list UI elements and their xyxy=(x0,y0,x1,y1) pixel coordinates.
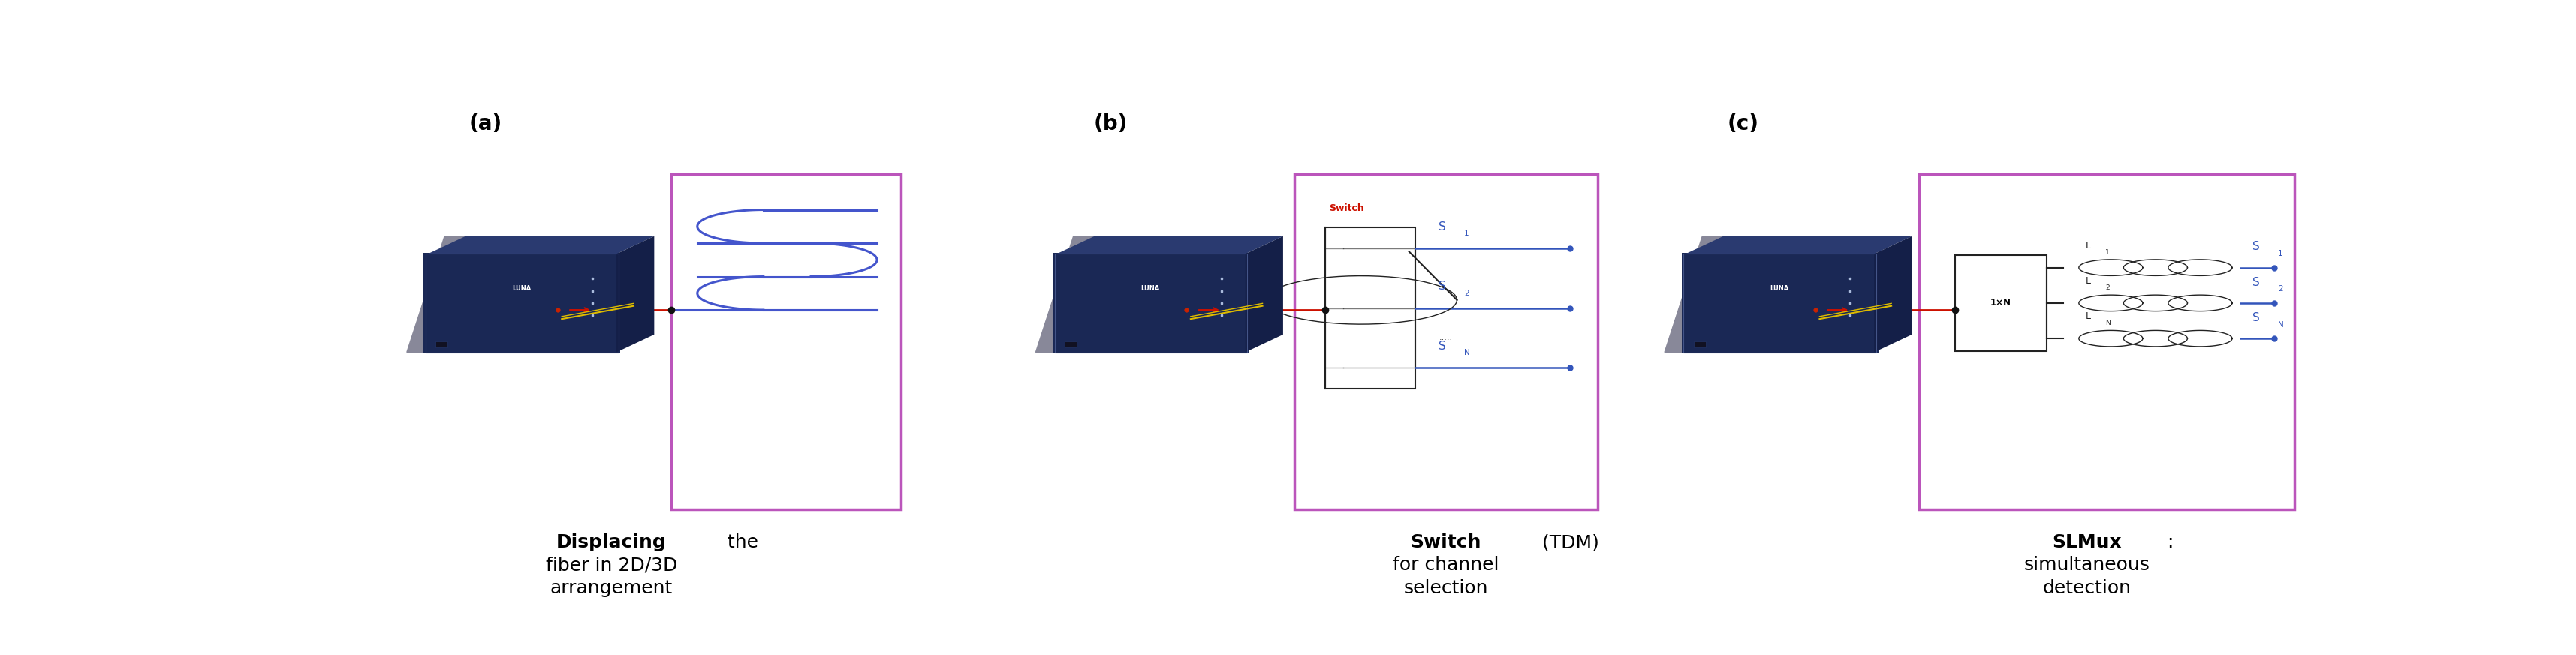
Text: LUNA: LUNA xyxy=(1141,285,1159,291)
Polygon shape xyxy=(407,236,466,352)
FancyBboxPatch shape xyxy=(1324,227,1414,389)
Text: SLMux: SLMux xyxy=(2053,534,2123,552)
Text: simultaneous: simultaneous xyxy=(2025,556,2151,574)
Text: Switch: Switch xyxy=(1412,534,1481,552)
Text: .....: ..... xyxy=(1440,334,1453,342)
Text: LUNA: LUNA xyxy=(513,285,531,291)
Text: 2: 2 xyxy=(2277,286,2282,293)
FancyBboxPatch shape xyxy=(672,174,902,510)
Text: 2: 2 xyxy=(2105,284,2110,291)
Polygon shape xyxy=(1244,236,1283,352)
Text: 1×N: 1×N xyxy=(1991,298,2012,308)
Text: 2: 2 xyxy=(1463,290,1468,297)
FancyBboxPatch shape xyxy=(1293,174,1597,510)
Text: S: S xyxy=(2251,276,2259,288)
FancyBboxPatch shape xyxy=(1064,341,1077,347)
Text: S: S xyxy=(1437,281,1445,292)
Text: N: N xyxy=(2277,321,2285,328)
FancyBboxPatch shape xyxy=(435,341,448,347)
Text: L: L xyxy=(2084,276,2092,286)
Text: L: L xyxy=(2084,240,2092,250)
Text: L: L xyxy=(2084,312,2092,322)
FancyBboxPatch shape xyxy=(1955,255,2048,351)
Text: (a): (a) xyxy=(469,113,502,134)
Text: (c): (c) xyxy=(1728,113,1759,134)
Polygon shape xyxy=(1685,236,1911,254)
Polygon shape xyxy=(1664,236,1723,352)
Text: 1: 1 xyxy=(2105,249,2110,255)
Polygon shape xyxy=(1056,236,1283,254)
Text: 1: 1 xyxy=(1463,230,1468,237)
Text: detection: detection xyxy=(2043,579,2130,597)
FancyBboxPatch shape xyxy=(1054,253,1249,353)
Text: (b): (b) xyxy=(1095,113,1128,134)
Text: LUNA: LUNA xyxy=(1770,285,1788,291)
Polygon shape xyxy=(616,236,654,352)
Polygon shape xyxy=(428,236,654,254)
Text: N: N xyxy=(2105,320,2110,326)
Text: arrangement: arrangement xyxy=(551,579,672,597)
Text: the: the xyxy=(721,534,757,552)
Text: Displacing: Displacing xyxy=(556,534,667,552)
Text: 1: 1 xyxy=(2277,250,2282,257)
Text: S: S xyxy=(2251,241,2259,252)
Polygon shape xyxy=(1036,236,1095,352)
Text: S: S xyxy=(2251,312,2259,324)
FancyBboxPatch shape xyxy=(425,253,621,353)
FancyBboxPatch shape xyxy=(1682,253,1878,353)
FancyBboxPatch shape xyxy=(1692,341,1705,347)
Text: selection: selection xyxy=(1404,579,1489,597)
Text: S: S xyxy=(1437,341,1445,352)
Text: Switch: Switch xyxy=(1329,204,1365,214)
Text: N: N xyxy=(1463,349,1471,357)
Polygon shape xyxy=(1875,236,1911,352)
Text: (TDM): (TDM) xyxy=(1535,534,1600,552)
Text: fiber in 2D/3D: fiber in 2D/3D xyxy=(546,556,677,574)
Text: :: : xyxy=(2166,534,2174,552)
Text: .....: ..... xyxy=(2066,317,2081,324)
Text: for channel: for channel xyxy=(1394,556,1499,574)
Text: S: S xyxy=(1437,221,1445,233)
FancyBboxPatch shape xyxy=(1919,174,2295,510)
